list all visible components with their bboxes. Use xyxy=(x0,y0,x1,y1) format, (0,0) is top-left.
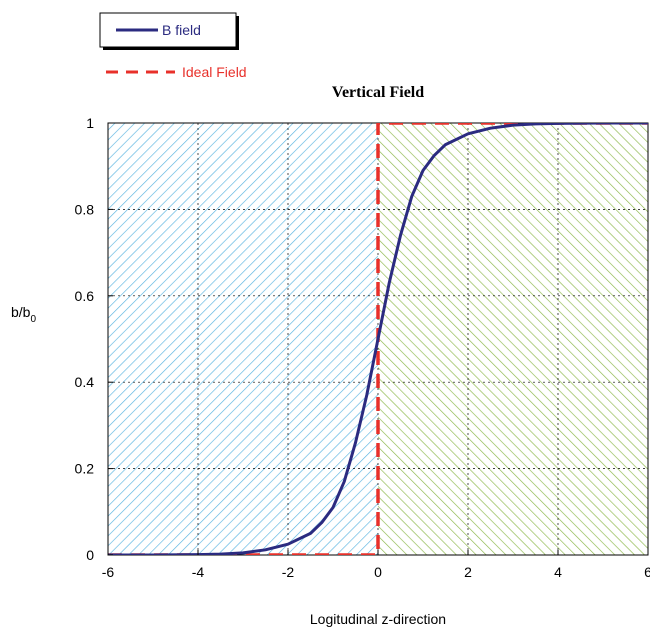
x-tick-label: -4 xyxy=(192,564,205,580)
legend-label-ideal-field: Ideal Field xyxy=(182,64,247,80)
x-tick-label: 2 xyxy=(464,564,472,580)
shaded-region-2 xyxy=(378,123,648,555)
y-tick-label: 0.2 xyxy=(75,461,95,477)
x-axis-label: Logitudinal z-direction xyxy=(310,611,446,627)
series-line-b-field xyxy=(108,123,648,555)
x-tick-label: -6 xyxy=(102,564,115,580)
y-tick-label: 0.8 xyxy=(75,201,95,217)
legend-label-b-field: B field xyxy=(162,22,201,38)
x-tick-label: 0 xyxy=(374,564,382,580)
y-axis-label-subscript: 0 xyxy=(30,314,36,325)
y-axis-label: b/b0 xyxy=(11,304,36,325)
x-tick-label: -2 xyxy=(282,564,295,580)
y-axis-ticks: 0 0.2 0.4 0.6 0.8 1 xyxy=(75,115,113,563)
y-tick-label: 0.4 xyxy=(75,374,95,390)
series-layer xyxy=(108,123,648,555)
legend: B field Ideal Field xyxy=(99,12,247,80)
y-tick-label: 0 xyxy=(86,547,94,563)
x-axis-ticks: -6 -4 -2 0 2 4 6 xyxy=(102,550,650,580)
x-tick-label: 6 xyxy=(644,564,650,580)
x-tick-label: 4 xyxy=(554,564,562,580)
shaded-region-1 xyxy=(108,123,378,555)
chart-title: Vertical Field xyxy=(332,84,424,101)
y-tick-label: 1 xyxy=(86,115,94,131)
y-tick-label: 0.6 xyxy=(75,288,95,304)
y-axis-label-main: b/b xyxy=(11,304,31,320)
shaded-regions xyxy=(108,123,648,555)
